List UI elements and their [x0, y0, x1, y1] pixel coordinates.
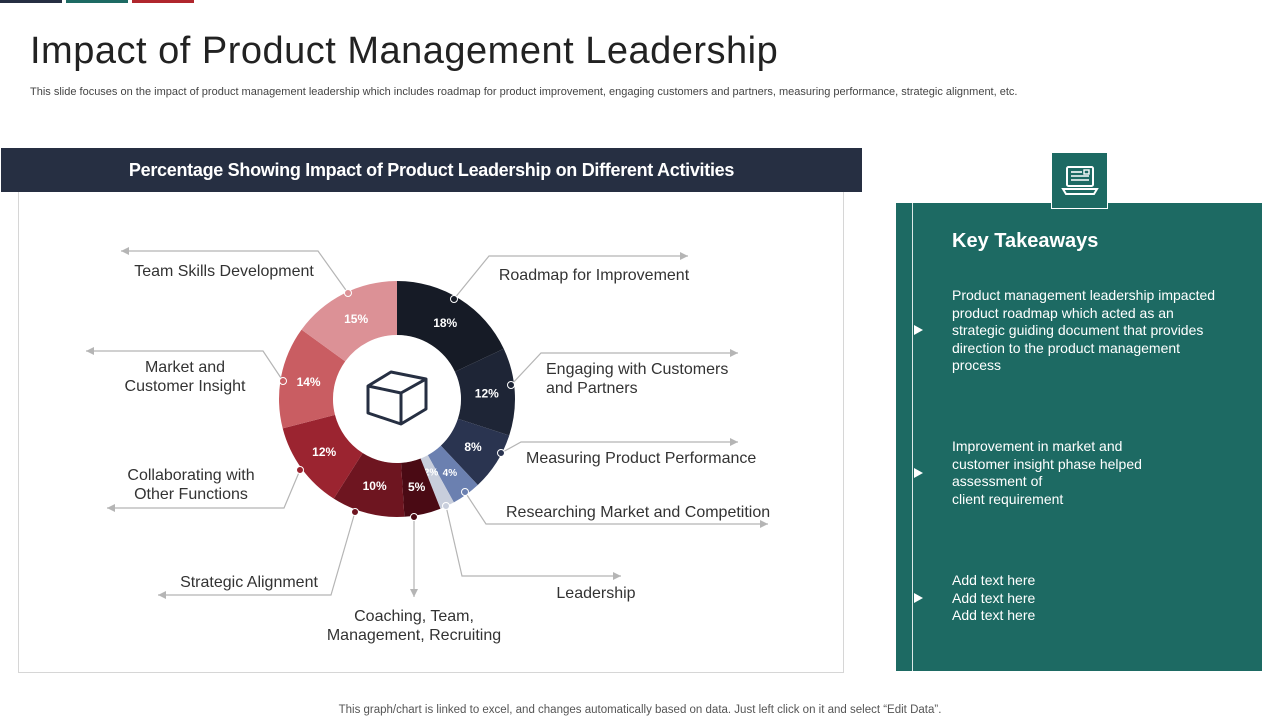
category-label-line: Market and [145, 359, 225, 376]
leader-line [464, 491, 768, 525]
category-label: Leadership [556, 585, 635, 602]
leader-line [158, 511, 356, 596]
takeaway-arrow-1 [914, 325, 923, 335]
leader-dot [497, 449, 505, 457]
leader-arrowhead [107, 504, 115, 512]
leader-arrowhead [680, 252, 688, 260]
leader-line [86, 350, 284, 382]
leader-dot [507, 381, 515, 389]
leader-arrowhead [760, 520, 768, 528]
leader-dot [450, 295, 458, 303]
takeaway-item-3: Add text here Add text here Add text her… [952, 572, 1036, 623]
category-label: Collaborating with Other Functions [127, 467, 254, 503]
leader-dot [279, 377, 287, 385]
category-label-line: Roadmap for Improvement [499, 267, 690, 284]
chart-frame [18, 192, 844, 673]
top-strip-teal [66, 0, 128, 3]
leader-line [453, 255, 688, 300]
category-label: Team Skills Development [134, 263, 314, 280]
leader-arrowhead [86, 347, 94, 355]
donut-slice[interactable] [397, 281, 504, 372]
category-label-line: Customer Insight [125, 378, 246, 395]
donut-slice[interactable] [282, 414, 363, 499]
page-title: Impact of Product Management Leadership [30, 30, 779, 72]
category-label-line: Measuring Product Performance [526, 450, 756, 467]
leader-line [445, 505, 621, 577]
slice-value-label: 15% [344, 312, 368, 326]
category-label: Roadmap for Improvement [499, 267, 690, 284]
category-label-line: Engaging with Customers [546, 361, 728, 378]
category-label: Researching Market and Competition [506, 504, 770, 521]
donut-slice[interactable] [454, 348, 515, 436]
box-icon [366, 370, 428, 426]
category-label-line: Leadership [556, 585, 635, 602]
leader-arrowhead [158, 591, 166, 599]
leader-arrowhead [730, 349, 738, 357]
leader-line [500, 441, 738, 454]
leader-line [107, 469, 301, 509]
category-label-line: and Partners [546, 380, 638, 397]
takeaway-arrow-3 [914, 593, 923, 603]
category-label-line: Collaborating with [127, 467, 254, 484]
leader-line [510, 352, 738, 386]
donut-slice[interactable] [301, 281, 397, 362]
category-label: Measuring Product Performance [526, 450, 756, 467]
slice-value-label: 18% [433, 316, 457, 330]
leader-dot [461, 488, 469, 496]
slice-value-label: 14% [297, 375, 321, 389]
slice-value-label: 2% [424, 467, 439, 478]
key-takeaways-panel [896, 203, 1262, 671]
category-label-line: Other Functions [134, 486, 248, 503]
footer-note: This graph/chart is linked to excel, and… [338, 704, 942, 716]
leader-dot [344, 289, 352, 297]
slice-value-label: 10% [363, 479, 387, 493]
category-label: Market and Customer Insight [125, 359, 246, 395]
slice-value-label: 8% [464, 440, 482, 454]
top-strip-red [132, 0, 194, 3]
leader-dot [410, 513, 418, 521]
takeaway-item-2: Improvement in market and customer insig… [952, 438, 1142, 507]
laptop-document-icon [1051, 152, 1108, 209]
slice-value-label: 12% [312, 445, 336, 459]
donut-slice[interactable] [278, 329, 346, 429]
leader-dot [296, 466, 304, 474]
leader-arrowhead [410, 589, 418, 597]
category-label-line: Team Skills Development [134, 263, 314, 280]
category-label: Coaching, Team, Management, Recruiting [327, 608, 501, 644]
key-takeaways-title: Key Takeaways [952, 230, 1099, 252]
donut-slice[interactable] [401, 458, 441, 517]
category-label-line: Management, Recruiting [327, 627, 501, 644]
category-label: Engaging with Customers and Partners [546, 361, 728, 397]
leader-line [121, 250, 349, 294]
category-label-line: Researching Market and Competition [506, 504, 770, 521]
category-label-line: Coaching, Team, [354, 608, 474, 625]
slice-value-label: 12% [475, 386, 499, 400]
leader-arrowhead [730, 438, 738, 446]
donut-slice[interactable] [440, 418, 510, 486]
donut-hole [350, 352, 444, 446]
category-label-line: Strategic Alignment [180, 574, 318, 591]
chart-title: Percentage Showing Impact of Product Lea… [1, 148, 862, 192]
takeaway-arrow-2 [914, 468, 923, 478]
slice-value-label: 4% [443, 468, 458, 479]
leader-arrowhead [613, 572, 621, 580]
panel-divider-line [912, 203, 913, 671]
top-strip-navy [0, 0, 62, 3]
category-label: Strategic Alignment [180, 574, 318, 591]
donut-slice[interactable] [420, 455, 454, 509]
leader-arrowhead [121, 247, 129, 255]
takeaway-item-1: Product management leadership impacted p… [952, 287, 1216, 373]
donut-slice[interactable] [333, 453, 405, 517]
slice-value-label: 5% [408, 480, 426, 494]
leader-dot [442, 502, 450, 510]
leader-dot [351, 508, 359, 516]
page-subtitle: This slide focuses on the impact of prod… [30, 86, 1018, 98]
